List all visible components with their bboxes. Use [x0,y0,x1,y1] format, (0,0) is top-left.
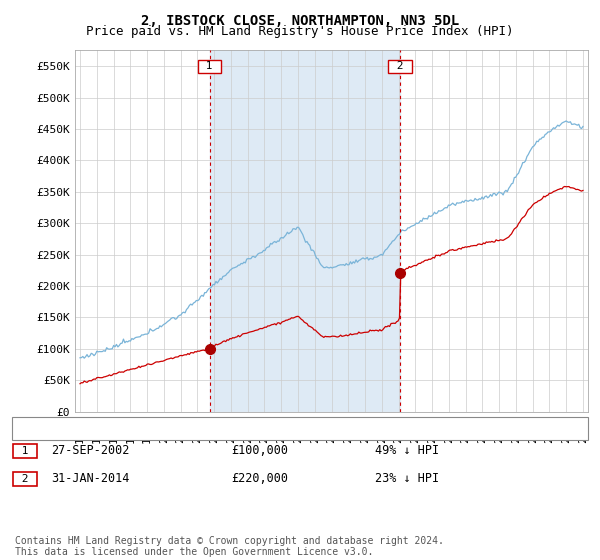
Text: £100,000: £100,000 [231,444,288,458]
Text: 2: 2 [15,474,35,484]
Text: 1: 1 [15,446,35,456]
Text: 49% ↓ HPI: 49% ↓ HPI [375,444,439,458]
Text: 23% ↓ HPI: 23% ↓ HPI [375,472,439,486]
Text: 1: 1 [199,61,220,71]
Text: Price paid vs. HM Land Registry's House Price Index (HPI): Price paid vs. HM Land Registry's House … [86,25,514,38]
Text: 27-SEP-2002: 27-SEP-2002 [51,444,130,458]
Text: £220,000: £220,000 [231,472,288,486]
Text: 2: 2 [390,61,410,71]
Text: 2, IBSTOCK CLOSE, NORTHAMPTON, NN3 5DL (detached house): 2, IBSTOCK CLOSE, NORTHAMPTON, NN3 5DL (… [63,418,434,428]
Bar [209,50,400,412]
Text: 31-JAN-2014: 31-JAN-2014 [51,472,130,486]
Text: Contains HM Land Registry data © Crown copyright and database right 2024.
This d: Contains HM Land Registry data © Crown c… [15,535,444,557]
Text: 2, IBSTOCK CLOSE, NORTHAMPTON, NN3 5DL: 2, IBSTOCK CLOSE, NORTHAMPTON, NN3 5DL [141,14,459,28]
Text: HPI: Average price, detached house, West Northamptonshire: HPI: Average price, detached house, West… [63,427,448,437]
